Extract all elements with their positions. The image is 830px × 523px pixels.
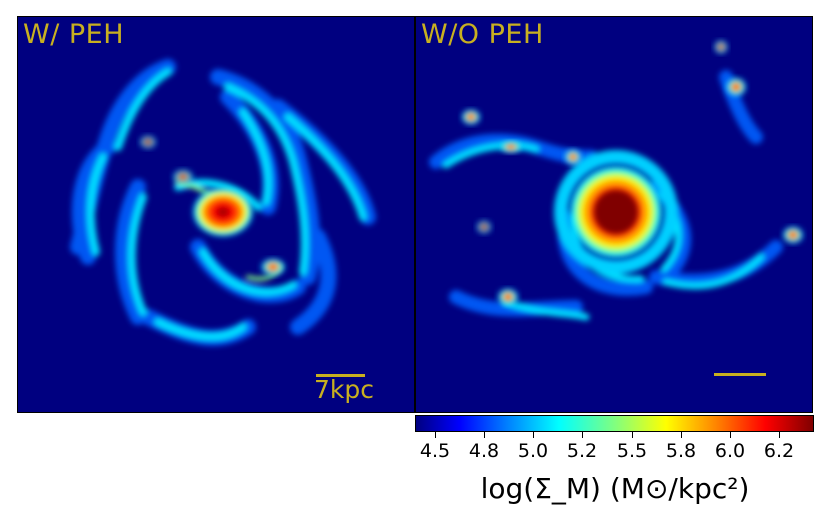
colorbar — [415, 415, 814, 432]
colorbar-tick — [779, 432, 780, 438]
colorbar-tick-label: 5.8 — [665, 440, 697, 462]
density-map-with-peh — [70, 59, 376, 346]
panel-label: W/O PEH — [421, 19, 544, 50]
colorbar-tick-label: 5.0 — [517, 440, 549, 462]
panel-without-peh: W/O PEH — [415, 16, 813, 413]
colorbar-tick-label: 5.2 — [566, 440, 598, 462]
colorbar-tick-label: 5.5 — [616, 440, 648, 462]
colorbar-tick — [484, 432, 485, 438]
colorbar-tick — [632, 432, 633, 438]
colorbar-tick-label: 6.2 — [763, 440, 795, 462]
scale-bar-label: 7kpc — [314, 375, 374, 404]
density-map-without-peh — [429, 39, 805, 321]
colorbar-tick-label: 4.5 — [419, 440, 451, 462]
colorbar-tick — [681, 432, 682, 438]
colorbar-tick — [582, 432, 583, 438]
scale-bar — [316, 374, 365, 377]
colorbar-label: log(Σ_M) (M⊙/kpc²) — [480, 472, 750, 505]
colorbar-tick — [533, 432, 534, 438]
colorbar-tick-label: 4.8 — [468, 440, 500, 462]
scale-bar — [714, 373, 766, 376]
colorbar-tick-label: 6.0 — [714, 440, 746, 462]
colorbar-tick — [730, 432, 731, 438]
colorbar-tick — [435, 432, 436, 438]
panel-label: W/ PEH — [23, 19, 125, 50]
panel-with-peh: W/ PEH 7kpc — [17, 16, 415, 413]
